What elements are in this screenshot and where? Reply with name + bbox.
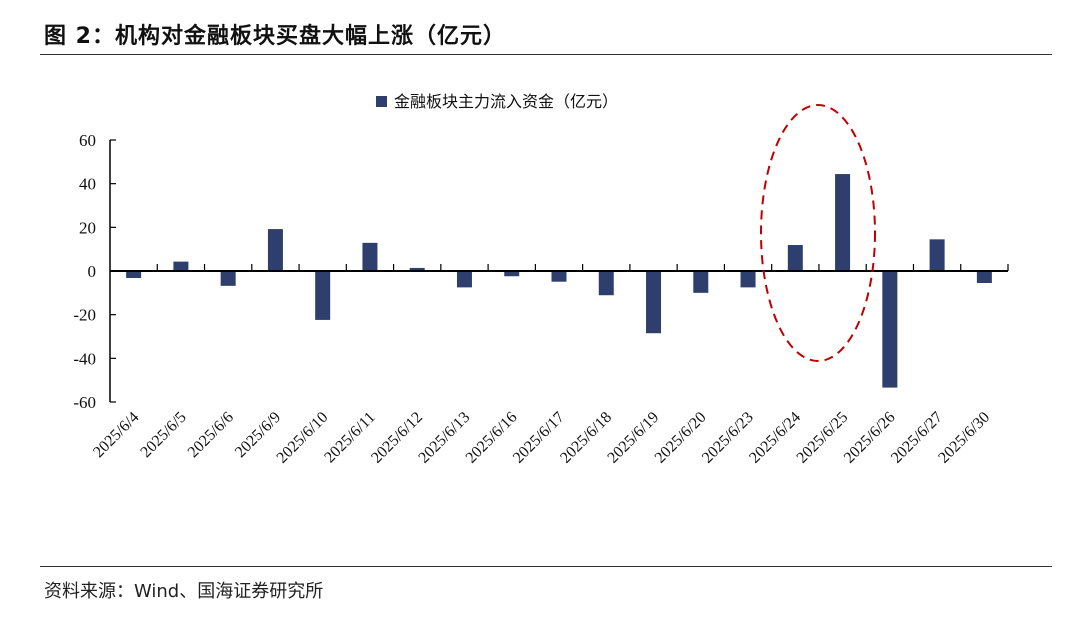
bar-2025/6/10 (315, 271, 331, 320)
bar-2025/6/18 (598, 271, 614, 296)
bar-2025/6/26 (882, 271, 898, 388)
highlight-ellipse (760, 104, 876, 362)
y-tick-label: 40 (79, 175, 96, 194)
bar-2025/6/13 (456, 271, 472, 288)
legend-label: 金融板块主力流入资金（亿元） (394, 93, 618, 111)
bar-2025/6/16 (504, 271, 520, 277)
x-tick-label: 2025/6/4 (90, 409, 142, 461)
figure-title: 图 2：机构对金融板块买盘大幅上涨（亿元） (44, 24, 506, 49)
bar-2025/6/5 (173, 261, 189, 271)
bar-2025/6/25 (835, 174, 851, 271)
top-rule (40, 54, 1052, 55)
bar-2025/6/24 (787, 245, 803, 271)
y-tick-label: 0 (88, 262, 97, 281)
x-tick-label: 2025/6/30 (935, 409, 993, 467)
legend-swatch (376, 96, 387, 107)
bottom-rule (40, 566, 1052, 567)
y-tick-label: 20 (79, 218, 96, 237)
y-tick-label: -60 (73, 393, 96, 412)
bar-2025/6/12 (409, 267, 425, 271)
bar-2025/6/17 (551, 271, 567, 282)
x-tick-label: 2025/6/6 (185, 409, 237, 461)
bar-2025/6/23 (740, 271, 756, 288)
bar-2025/6/19 (646, 271, 662, 334)
bar-2025/6/30 (976, 271, 992, 284)
source-note: 资料来源：Wind、国海证券研究所 (44, 581, 324, 602)
bar-2025/6/27 (929, 239, 945, 271)
x-tick-label: 2025/6/5 (137, 409, 189, 461)
bar-2025/6/9 (267, 229, 283, 271)
x-tick-label: 2025/6/10 (274, 409, 332, 467)
bar-2025/6/20 (693, 271, 709, 293)
bar-2025/6/6 (220, 271, 236, 286)
bar-2025/6/4 (126, 271, 142, 278)
y-tick-label: 60 (79, 131, 96, 150)
bar-2025/6/11 (362, 242, 378, 271)
y-tick-label: -40 (73, 349, 96, 368)
y-tick-label: -20 (73, 306, 96, 325)
